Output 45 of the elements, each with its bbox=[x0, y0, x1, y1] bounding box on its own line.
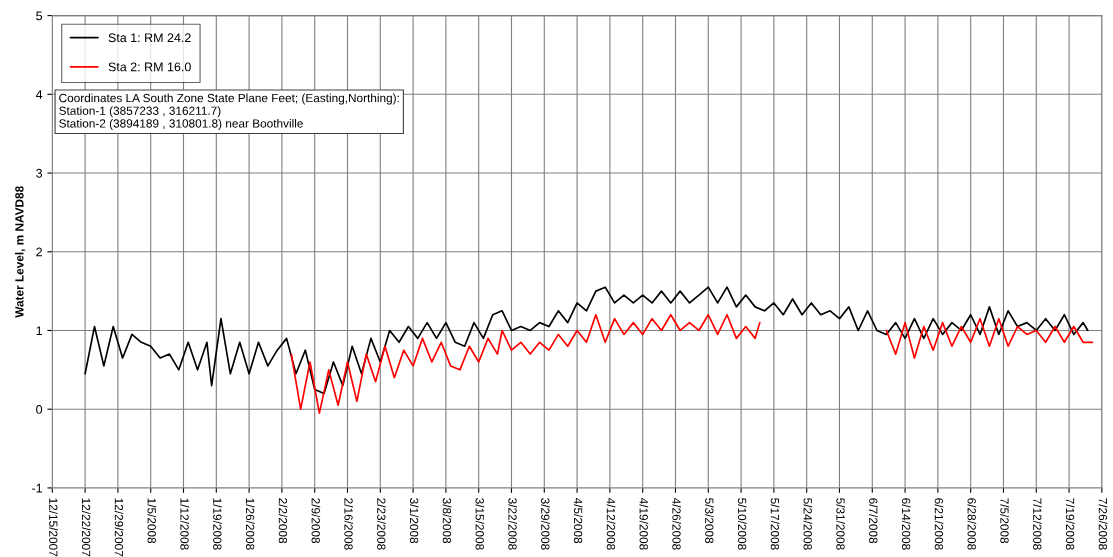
legend-label: Sta 1: RM 24.2 bbox=[108, 33, 191, 43]
annotation: Coordinates LA South Zone State Plane Feet; (Easting,Northing): Station-1 (3857233 , 316211.7) Station-2 (3894189 , 310801.8) near Boothville bbox=[59, 93, 399, 130]
x-tick-label: 6/7/2008 bbox=[869, 498, 878, 544]
y-axis-title: Water Level, m NAVD88 bbox=[14, 186, 26, 318]
y-tick-label: 4 bbox=[35, 90, 43, 99]
y-tick-label: 3 bbox=[36, 168, 43, 178]
y-tick-label: 1 bbox=[36, 326, 42, 336]
x-tick-label: 4/5/2008 bbox=[573, 497, 583, 544]
x-tick-label: 6/28/2008 bbox=[967, 498, 977, 550]
y-tick-label: 2 bbox=[36, 247, 42, 257]
x-tick-label: 6/14/2008 bbox=[901, 498, 911, 550]
x-tick-label: 12/22/2007 bbox=[81, 498, 91, 557]
x-tick-label: 5/10/2008 bbox=[737, 498, 747, 550]
x-tick-label: 7/5/2008 bbox=[1000, 498, 1009, 544]
x-tick-label: 7/19/2008 bbox=[1065, 498, 1075, 550]
x-tick-label: 4/26/2008 bbox=[672, 497, 681, 550]
x-tick-label: 12/15/2007 bbox=[49, 498, 58, 557]
legend-label: Sta 2: RM 16.0 bbox=[108, 62, 191, 72]
x-tick-label: 1/12/2008 bbox=[180, 498, 190, 550]
x-tick-label: 4/19/2008 bbox=[639, 497, 649, 550]
x-tick-label: 5/31/2008 bbox=[836, 498, 845, 550]
x-tick-label: 2/23/2008 bbox=[377, 498, 386, 550]
y-tick-label: 5 bbox=[36, 11, 43, 21]
x-tick-label: 1/26/2008 bbox=[245, 498, 255, 550]
y-tick-label: 0 bbox=[36, 405, 43, 414]
x-tick-label: 7/26/2008 bbox=[1098, 498, 1108, 550]
x-tick-label: 12/29/2007 bbox=[114, 498, 124, 557]
x-tick-label: 3/29/2008 bbox=[541, 498, 550, 550]
x-tick-label: 3/1/2008 bbox=[409, 498, 419, 544]
x-tick-label: 3/15/2008 bbox=[475, 498, 485, 550]
x-tick-label: 2/16/2008 bbox=[344, 498, 353, 550]
x-tick-label: 4/12/2008 bbox=[606, 497, 616, 550]
x-tick-label: 1/19/2008 bbox=[213, 498, 222, 550]
x-tick-label: 3/8/2008 bbox=[442, 498, 452, 544]
y-tick-label: -1 bbox=[32, 483, 42, 493]
x-tick-label: 3/22/2008 bbox=[508, 498, 517, 550]
x-tick-label: 1/5/2008 bbox=[147, 498, 157, 544]
line-series bbox=[84, 286, 1089, 395]
x-tick-label: 7/12/2008 bbox=[1033, 498, 1042, 550]
x-tick-label: 6/21/2008 bbox=[934, 498, 944, 550]
x-tick-label: 2/9/2008 bbox=[311, 498, 321, 544]
x-tick-label: 2/2/2008 bbox=[278, 498, 288, 544]
x-tick-label: 5/17/2008 bbox=[770, 498, 780, 550]
x-tick-label: 5/24/2008 bbox=[803, 498, 813, 550]
x-tick-label: 5/3/2008 bbox=[705, 498, 714, 544]
